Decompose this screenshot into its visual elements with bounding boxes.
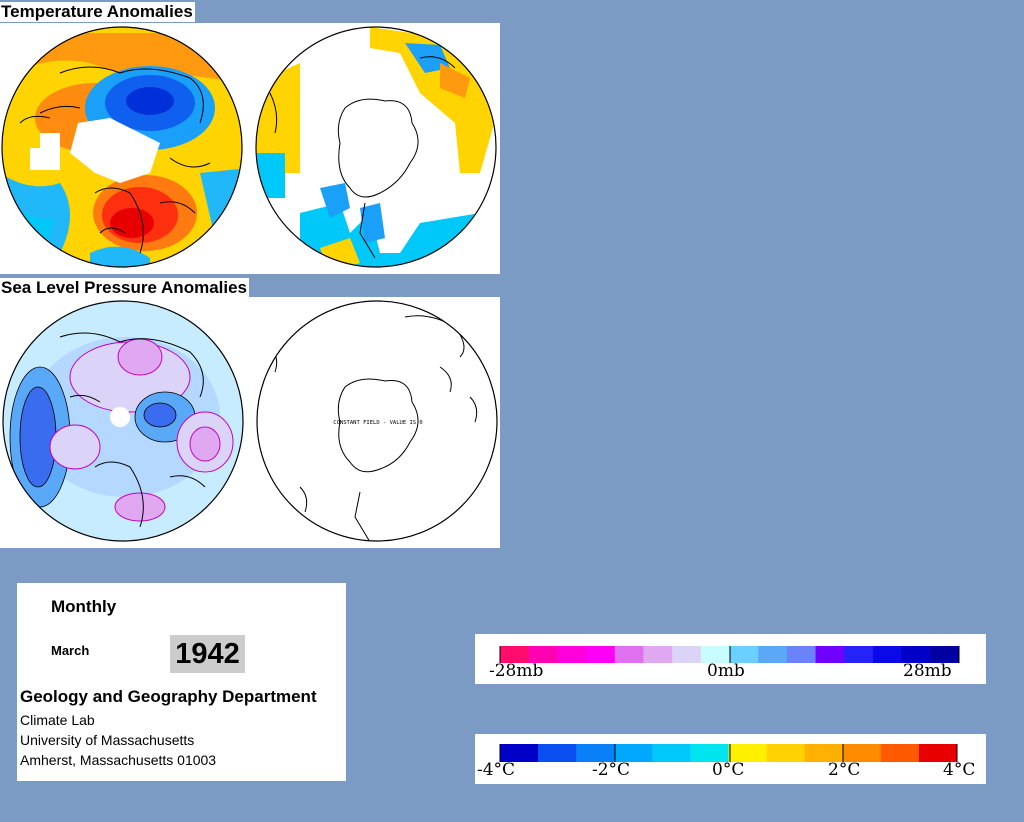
temperature-legend-swatch	[614, 744, 653, 762]
address-label: Amherst, Massachusetts 01003	[20, 752, 217, 768]
pressure-legend-swatch	[729, 646, 759, 663]
pressure-legend-swatch	[901, 646, 931, 663]
temperature-label-minus4: -4°C	[477, 760, 516, 780]
pressure-south-hemisphere-map	[257, 301, 497, 541]
pressure-legend-swatch	[586, 646, 616, 663]
climate-lab-label: Climate Lab	[20, 712, 95, 728]
pressure-legend-swatch	[672, 646, 702, 663]
temperature-legend-swatch	[880, 744, 920, 762]
temperature-legend-swatch	[652, 744, 691, 762]
month-label: March	[51, 643, 90, 658]
temperature-colorbar	[499, 744, 958, 762]
temperature-label-plus2: 2°C	[828, 760, 861, 780]
pressure-colorbar	[499, 646, 960, 663]
period-label: Monthly	[51, 597, 117, 616]
temperature-title: Temperature Anomalies	[0, 2, 195, 22]
temperature-north-hemisphere-map	[2, 27, 242, 267]
temperature-label-zero: 0°C	[712, 760, 745, 780]
temperature-south-hemisphere-map	[256, 27, 496, 267]
pressure-maps: CONSTANT FIELD - VALUE IS 0	[2, 300, 498, 542]
temperature-label-plus4: 4°C	[943, 760, 976, 780]
pressure-legend-swatch	[815, 646, 845, 663]
temperature-maps-panel	[0, 23, 500, 274]
temperature-legend-swatch	[690, 744, 729, 762]
pressure-legend-swatch	[500, 646, 530, 663]
temperature-legend-swatch	[766, 744, 806, 762]
pressure-maps-panel: CONSTANT FIELD - VALUE IS 0	[0, 297, 500, 548]
pressure-label-zero: 0mb	[707, 661, 745, 681]
temperature-legend-swatch	[842, 744, 882, 762]
constant-field-note: CONSTANT FIELD - VALUE IS 0	[333, 420, 422, 426]
info-box: Monthly March 1942 Geology and Geography…	[17, 583, 346, 781]
pressure-legend-swatch	[844, 646, 874, 663]
pressure-legend-swatch	[872, 646, 903, 663]
pressure-legend-swatch	[700, 646, 730, 663]
temperature-legend-swatch	[538, 744, 577, 762]
pressure-legend-swatch	[786, 646, 817, 663]
temperature-legend-swatch	[804, 744, 844, 762]
pressure-north-hemisphere-map	[3, 301, 243, 541]
temperature-legend-swatch	[500, 744, 539, 762]
pressure-legend: -28mb 0mb 28mb	[475, 634, 986, 684]
temperature-label-minus2: -2°C	[592, 760, 631, 780]
temperature-legend-swatch	[918, 744, 958, 762]
temperature-legend-swatch	[576, 744, 615, 762]
pressure-legend-swatch	[528, 646, 558, 663]
pressure-legend-swatch	[643, 646, 673, 663]
pressure-legend-swatch	[758, 646, 788, 663]
pressure-title: Sea Level Pressure Anomalies	[0, 278, 250, 298]
pressure-label-min: -28mb	[489, 661, 544, 681]
pressure-legend-swatch	[614, 646, 644, 663]
department-label: Geology and Geography Department	[20, 687, 317, 706]
temperature-legend-swatch	[728, 744, 768, 762]
year-label: 1942	[170, 635, 245, 673]
pressure-label-max: 28mb	[903, 661, 952, 681]
temperature-maps	[1, 26, 497, 268]
pressure-legend-swatch	[930, 646, 960, 663]
pressure-legend-swatch	[557, 646, 587, 663]
temperature-legend: -4°C -2°C 0°C 2°C 4°C	[475, 734, 986, 784]
university-label: University of Massachusetts	[20, 732, 195, 748]
